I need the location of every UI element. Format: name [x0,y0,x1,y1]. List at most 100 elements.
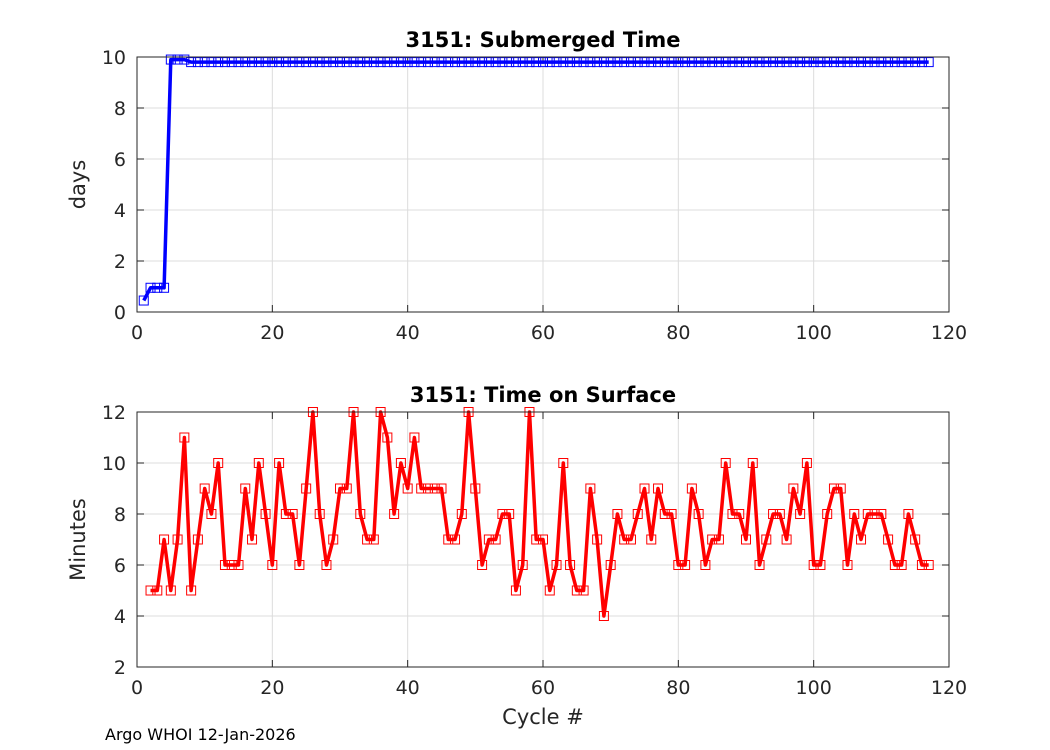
data-point-marker [585,483,596,494]
data-point-marker [720,458,731,468]
data-point-marker [551,560,562,570]
data-point-marker [402,57,413,68]
data-point-marker [862,509,873,519]
data-point-marker [808,57,819,68]
data-point-marker [260,57,271,68]
x-tick-label: 100 [796,322,832,344]
x-axis-label: Cycle # [502,705,584,729]
data-point-marker [450,57,461,68]
data-point-marker [768,57,779,68]
data-point-marker [869,509,880,519]
data-point-marker [585,57,596,68]
data-point-marker [483,534,494,545]
data-point-marker [734,509,745,519]
data-point-marker [612,57,623,68]
data-point-marker [199,57,210,68]
data-point-marker [910,57,921,68]
data-point-marker [226,560,237,570]
plot-frame [136,411,950,668]
data-point-marker [368,534,379,545]
data-point-marker [788,57,799,68]
data-point-marker [707,57,718,68]
data-point-marker [680,57,691,68]
data-point-marker [889,57,900,68]
data-point-marker [206,509,217,519]
data-point-marker [632,57,643,68]
x-tick-label: 20 [260,322,284,344]
x-tick-label: 20 [260,677,284,699]
data-point-marker [301,483,312,494]
data-point-marker [768,509,779,519]
data-point-marker [625,534,636,545]
y-tick-label: 2 [114,251,126,273]
data-point-marker [666,57,677,68]
data-point-marker [294,560,305,570]
data-point-marker [761,534,772,545]
data-point-marker [754,560,765,570]
data-point-marker [213,458,224,468]
data-point-marker [680,560,691,570]
data-point-marker [172,54,183,65]
data-point-marker [233,560,244,570]
data-point-marker [348,57,359,68]
data-point-marker [159,282,170,293]
data-point-marker [240,57,251,68]
x-tick-label: 40 [396,322,420,344]
data-point-marker [524,57,535,68]
footer-credit: Argo WHOI 12-Jan-2026 [105,725,296,744]
data-point-marker [314,509,325,519]
data-point-marker [517,560,528,570]
data-point-marker [328,57,339,68]
data-point-marker [450,534,461,545]
data-point-marker [192,534,203,545]
data-point-marker [734,57,745,68]
data-point-marker [774,509,785,519]
data-point-marker [355,57,366,68]
data-point-marker [477,57,488,68]
data-point-marker [490,57,501,68]
data-point-marker [206,57,217,68]
data-point-marker [362,534,373,545]
data-point-marker [598,611,609,621]
data-point-marker [314,57,325,68]
data-point-marker [179,432,190,443]
data-point-marker [842,560,853,570]
data-point-marker [720,57,731,68]
chart-title: 3151: Time on Surface [410,383,676,407]
data-point-marker [571,57,582,68]
y-tick-label: 12 [102,402,126,424]
data-point-marker [138,295,149,306]
data-point-marker [159,534,170,545]
data-point-marker [612,509,623,519]
data-point-marker [558,57,569,68]
data-point-marker [443,57,454,68]
data-point-marker [321,560,332,570]
y-tick-label: 0 [114,302,126,324]
data-point-marker [828,57,839,68]
data-point-marker [598,57,609,68]
data-point-marker [741,534,751,545]
data-point-marker [233,57,244,68]
data-point-marker [707,534,718,545]
data-point-marker [700,57,711,68]
data-point-marker [280,57,291,68]
y-tick-label: 8 [114,98,126,120]
data-point-marker [605,560,616,570]
data-point-marker [673,560,684,570]
data-point-marker [889,560,900,570]
data-point-marker [368,57,379,68]
data-point-marker [321,57,332,68]
data-point-marker [910,534,921,545]
data-point-marker [727,509,738,519]
data-point-marker [247,534,258,545]
data-point-marker [301,57,312,68]
y-tick-label: 10 [102,453,126,475]
data-point-marker [605,57,616,68]
series-line [142,57,929,302]
data-point-marker [592,57,603,68]
data-point-marker [896,560,907,570]
data-point-marker [700,560,711,570]
data-point-marker [436,483,447,494]
data-point-marker [389,57,400,68]
data-point-marker [253,458,264,468]
